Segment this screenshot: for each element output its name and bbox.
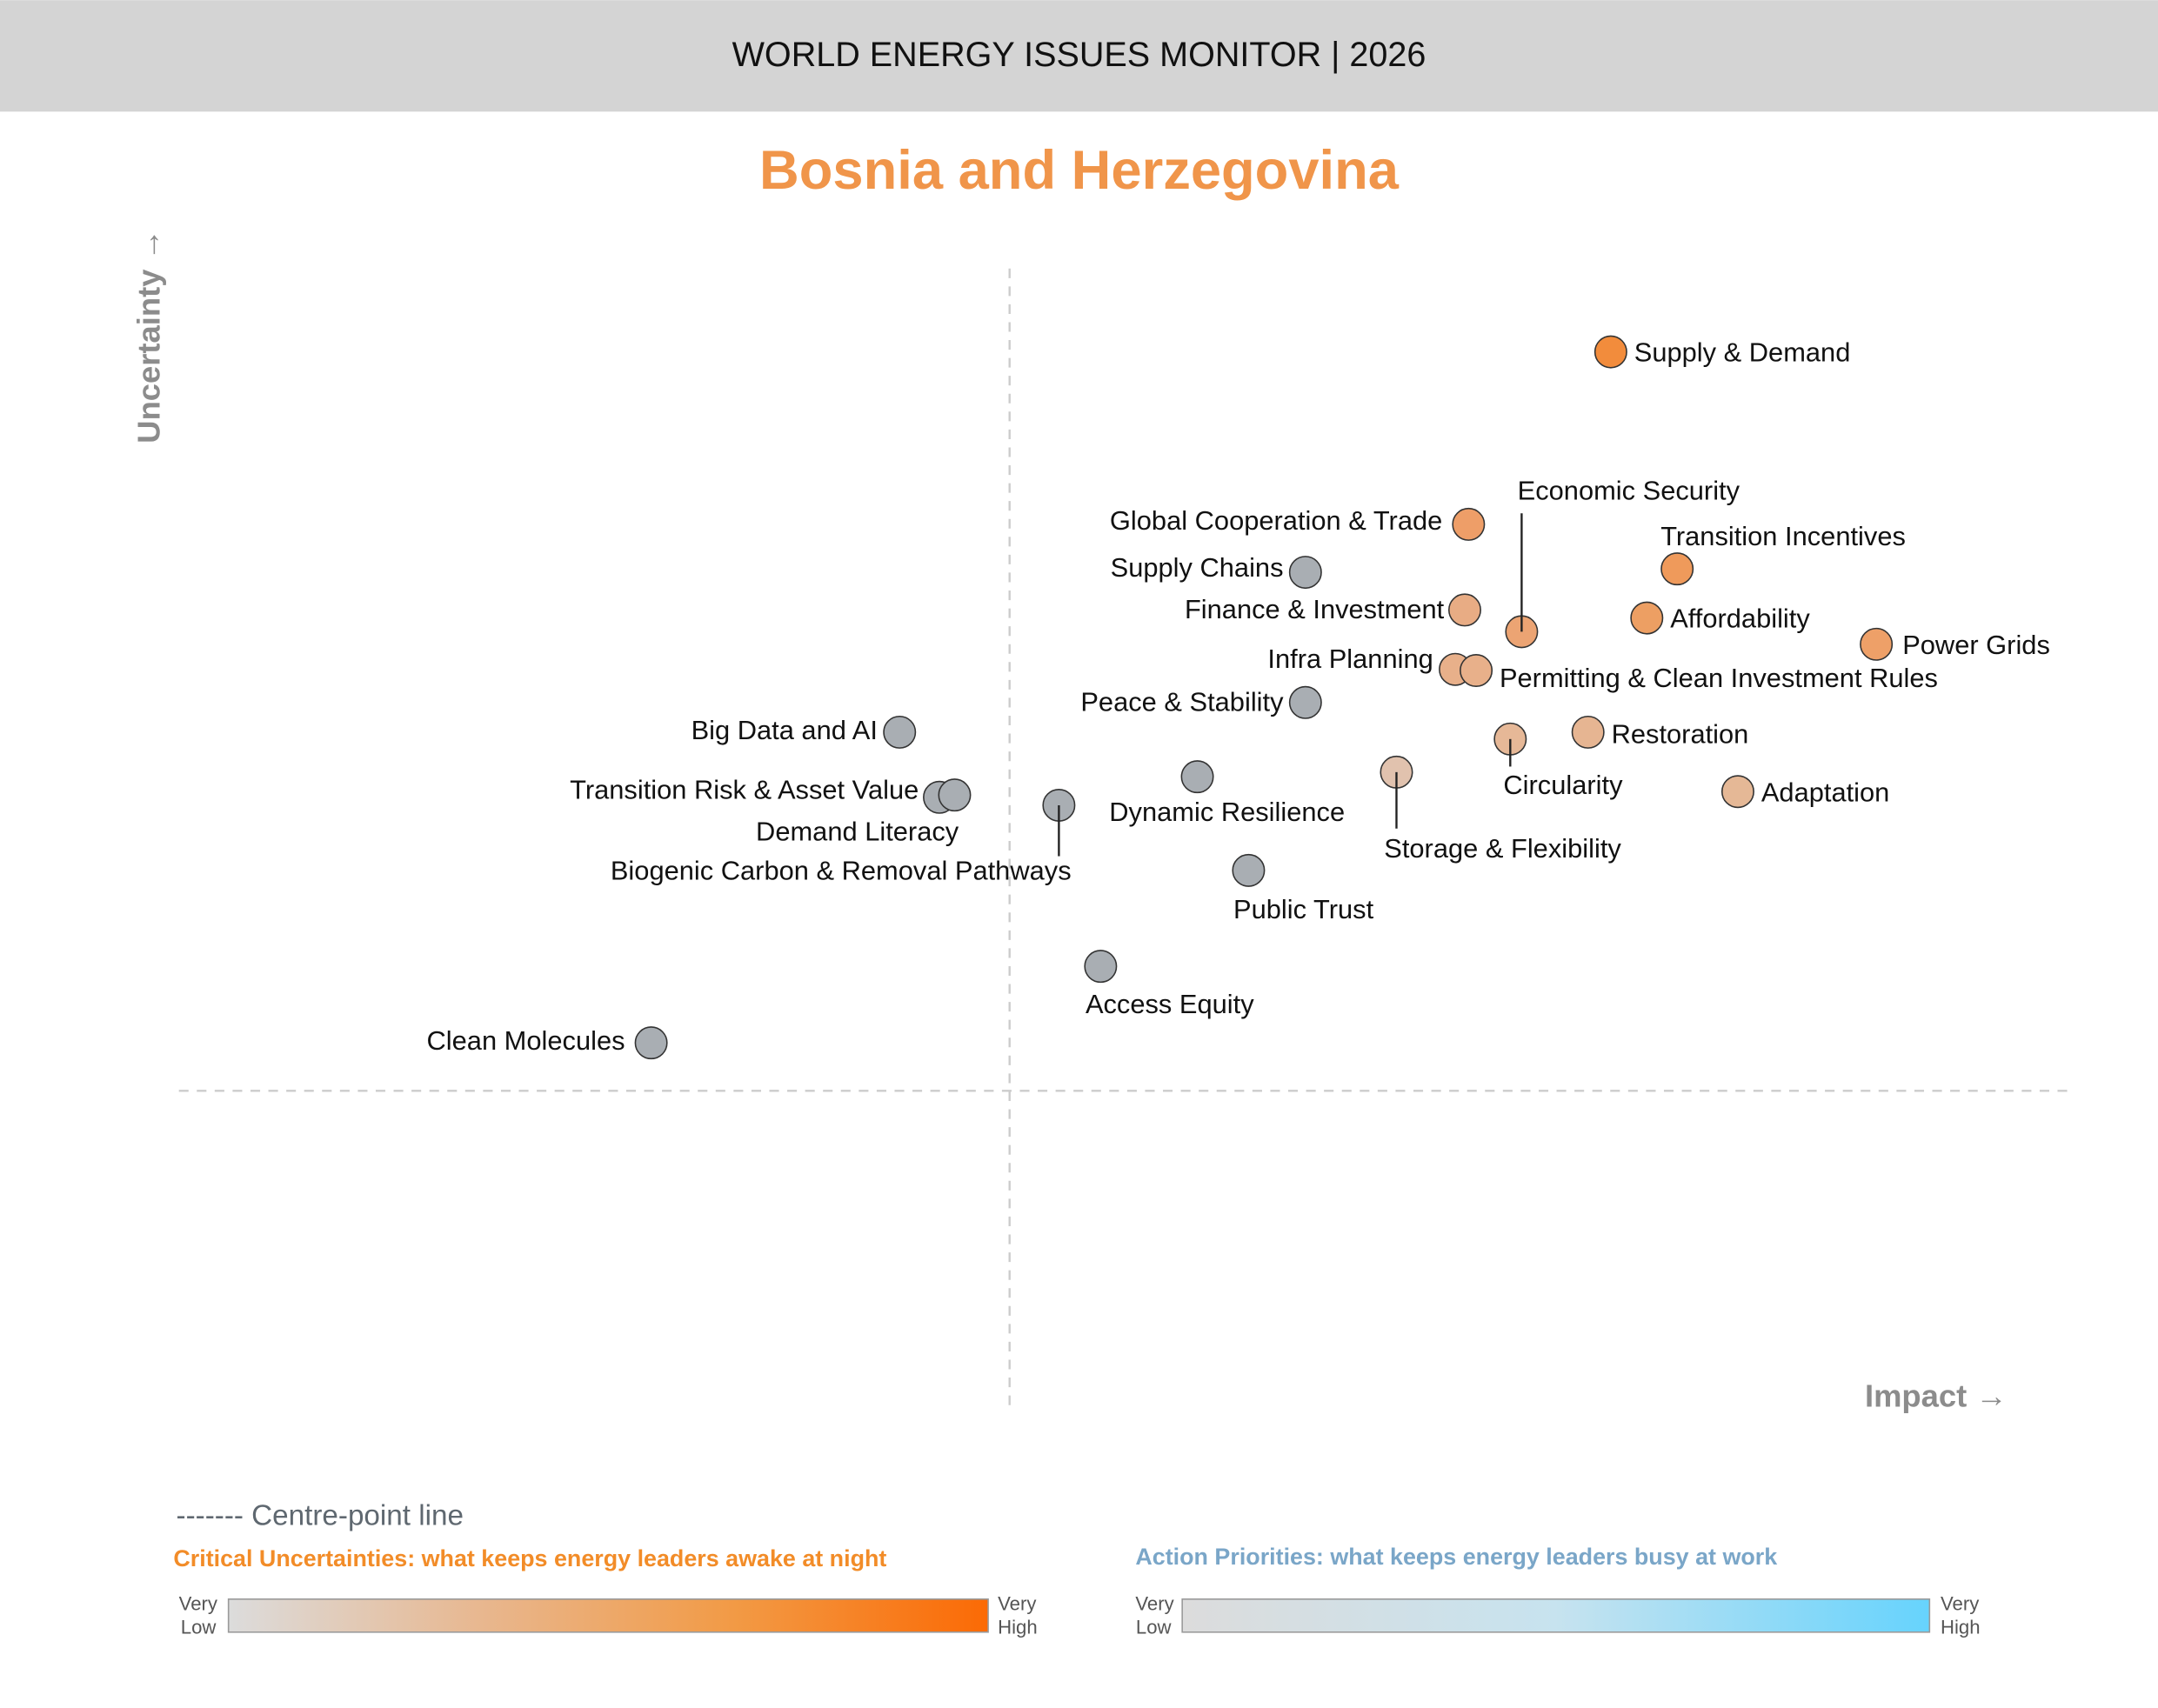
header-title: WORLD ENERGY ISSUES MONITOR | 2026 (732, 36, 1426, 74)
point-marker[interactable] (1288, 556, 1322, 590)
header-band (0, 0, 2158, 112)
uncertainties-legend-title: Critical Uncertainties: what keeps energ… (173, 1545, 886, 1571)
centre-line-legend: ------- Centre-point line (177, 1499, 464, 1531)
point-label: Affordability (1670, 604, 1810, 634)
uncertainties-high-2: High (998, 1616, 1038, 1638)
priorities-low-1: Very (1135, 1592, 1174, 1614)
point-label: Transition Risk & Asset Value (570, 774, 919, 804)
point-marker[interactable] (1571, 715, 1605, 749)
points-layer: Supply & Demand Global Cooperation & Trad… (427, 335, 2050, 1060)
priorities-legend-title: Action Priorities: what keeps energy lea… (1135, 1544, 1777, 1570)
point-marker[interactable] (1660, 552, 1694, 586)
point-label: Transition Incentives (1660, 521, 1906, 551)
point-label: Biogenic Carbon & Removal Pathways (611, 855, 1072, 885)
point-label: Adaptation (1761, 777, 1890, 807)
point-label: Supply Chains (1111, 552, 1284, 583)
point-marker[interactable] (1447, 593, 1481, 627)
point-marker[interactable] (634, 1026, 668, 1060)
point-marker[interactable] (1460, 654, 1493, 688)
uncertainties-low-2: Low (181, 1616, 217, 1638)
point-marker[interactable] (938, 778, 972, 812)
priorities-gradient-bar (1181, 1598, 1931, 1633)
point-label: Restoration (1612, 719, 1749, 750)
point-label: Storage & Flexibility (1384, 833, 1621, 864)
priorities-high-1: Very (1941, 1592, 1980, 1614)
point-label: Big Data and AI (691, 715, 878, 745)
uncertainties-high-1: Very (998, 1592, 1037, 1614)
uncertainties-low-1: Very (179, 1592, 218, 1614)
point-marker[interactable] (1084, 950, 1118, 984)
point-label: Permitting & Clean Investment Rules (1500, 663, 1938, 693)
y-axis-label: Uncertainty → (131, 229, 167, 444)
point-marker[interactable] (1630, 601, 1664, 635)
point-marker[interactable] (1593, 335, 1627, 369)
point-marker[interactable] (1180, 760, 1214, 794)
point-label: Dynamic Resilience (1109, 797, 1345, 827)
point-labels: Supply & Demand Global Cooperation & Trad… (427, 337, 2050, 1056)
point-label: Peace & Stability (1080, 686, 1284, 717)
point-label: Demand Literacy (756, 816, 959, 846)
point-marker[interactable] (883, 715, 917, 749)
point-marker[interactable] (1720, 775, 1754, 809)
point-marker[interactable] (1860, 627, 1894, 661)
point-label: Power Grids (1902, 630, 2050, 660)
points (634, 335, 1894, 1060)
priorities-low-2: Low (1136, 1616, 1173, 1638)
leader-lines (1058, 513, 1523, 857)
point-label: Public Trust (1233, 894, 1374, 924)
point-label: Circularity (1503, 770, 1623, 800)
uncertainties-gradient-bar (227, 1598, 989, 1633)
point-marker[interactable] (1288, 685, 1322, 719)
point-label: Access Equity (1086, 989, 1254, 1019)
chart-title: Bosnia and Herzegovina (759, 140, 1400, 201)
point-label: Global Cooperation & Trade (1110, 505, 1442, 536)
point-marker[interactable] (1232, 853, 1266, 887)
point-label: Economic Security (1518, 475, 1740, 505)
point-label: Clean Molecules (427, 1025, 625, 1056)
point-label: Finance & Investment (1185, 594, 1445, 624)
priorities-high-2: High (1941, 1616, 1981, 1638)
point-label: Supply & Demand (1634, 337, 1851, 368)
point-marker[interactable] (1452, 507, 1486, 541)
x-axis-label: Impact → (1865, 1378, 2008, 1413)
point-label: Infra Planning (1267, 644, 1433, 674)
